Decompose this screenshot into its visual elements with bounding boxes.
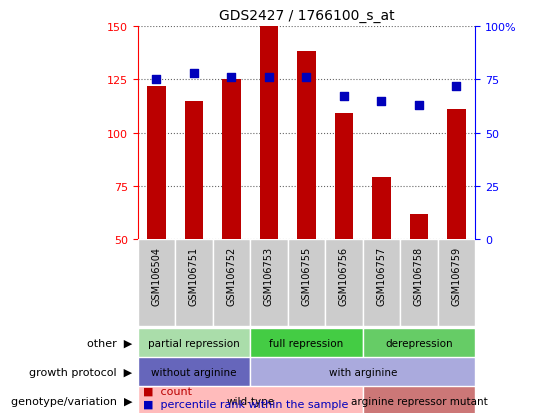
Bar xyxy=(138,386,363,413)
Bar xyxy=(363,240,400,326)
Bar xyxy=(250,357,475,386)
Bar xyxy=(138,240,175,326)
Text: GSM106504: GSM106504 xyxy=(151,247,161,305)
Text: with arginine: with arginine xyxy=(328,367,397,377)
Text: arginine repressor mutant: arginine repressor mutant xyxy=(350,396,487,406)
Text: GSM106753: GSM106753 xyxy=(264,247,274,306)
Text: other  ▶: other ▶ xyxy=(87,338,132,348)
Text: GSM106755: GSM106755 xyxy=(301,247,312,306)
Bar xyxy=(213,240,250,326)
Bar xyxy=(363,386,475,413)
Text: GSM106752: GSM106752 xyxy=(226,247,237,306)
Bar xyxy=(147,86,166,240)
Point xyxy=(340,94,348,100)
Point xyxy=(377,98,386,104)
Text: wild-type: wild-type xyxy=(226,396,274,406)
Text: GSM106758: GSM106758 xyxy=(414,247,424,306)
Bar xyxy=(438,240,475,326)
Point xyxy=(265,75,273,81)
Bar xyxy=(409,214,428,240)
Point xyxy=(190,70,198,77)
Point xyxy=(302,75,311,81)
Text: partial repression: partial repression xyxy=(148,338,240,348)
Point xyxy=(415,102,423,109)
Bar xyxy=(372,178,391,240)
Bar xyxy=(363,328,475,357)
Bar xyxy=(260,27,278,240)
Bar xyxy=(288,240,325,326)
Text: without arginine: without arginine xyxy=(151,367,237,377)
Text: genotype/variation  ▶: genotype/variation ▶ xyxy=(11,396,132,406)
Text: full repression: full repression xyxy=(269,338,343,348)
Title: GDS2427 / 1766100_s_at: GDS2427 / 1766100_s_at xyxy=(219,9,394,23)
Text: growth protocol  ▶: growth protocol ▶ xyxy=(29,367,132,377)
Point xyxy=(227,75,236,81)
Bar xyxy=(400,240,438,326)
Point xyxy=(152,77,161,83)
Bar xyxy=(297,52,316,240)
Bar xyxy=(447,110,466,240)
Bar xyxy=(185,101,204,240)
Text: GSM106751: GSM106751 xyxy=(189,247,199,306)
Text: GSM106759: GSM106759 xyxy=(451,247,462,306)
Bar xyxy=(138,357,250,386)
Bar xyxy=(250,328,363,357)
Text: GSM106757: GSM106757 xyxy=(376,247,387,306)
Bar xyxy=(335,114,353,240)
Text: derepression: derepression xyxy=(385,338,453,348)
Bar xyxy=(325,240,363,326)
Bar xyxy=(250,240,288,326)
Text: ■  percentile rank within the sample: ■ percentile rank within the sample xyxy=(143,399,348,409)
Bar xyxy=(175,240,213,326)
Text: GSM106756: GSM106756 xyxy=(339,247,349,306)
Text: ■  count: ■ count xyxy=(143,385,192,395)
Point xyxy=(452,83,461,90)
Bar xyxy=(222,80,241,240)
Bar xyxy=(138,328,250,357)
